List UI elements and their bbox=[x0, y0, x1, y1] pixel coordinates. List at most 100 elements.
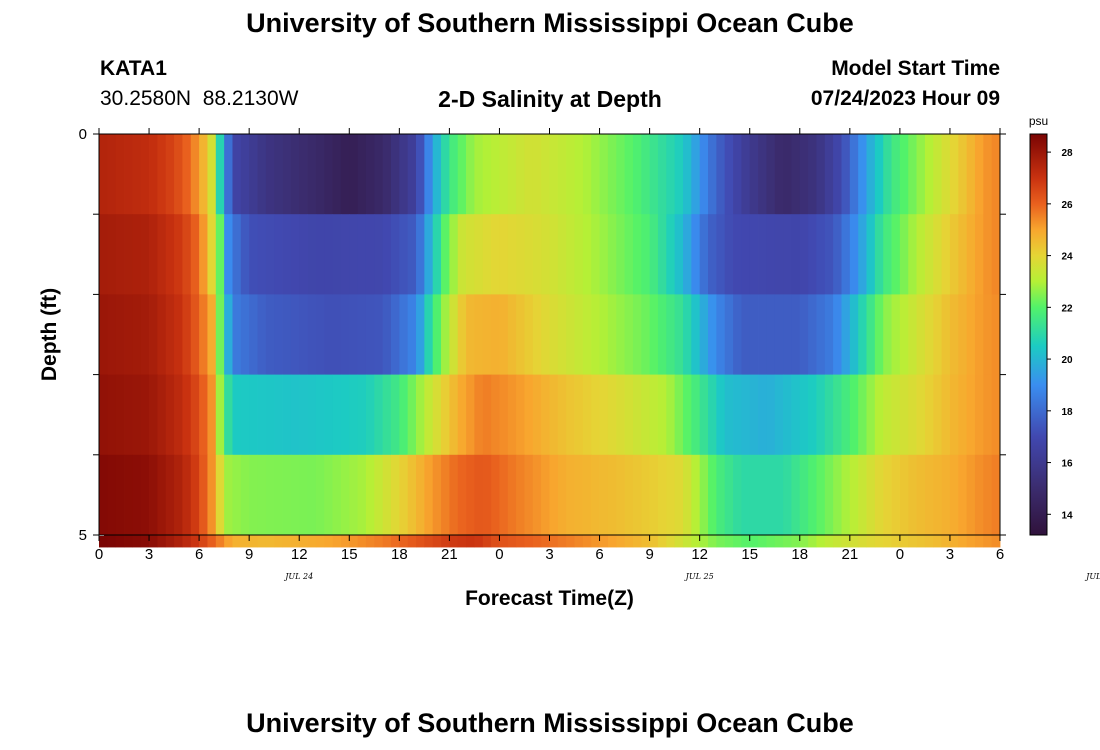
heatmap-cell bbox=[766, 134, 776, 215]
heatmap-cell bbox=[758, 214, 767, 295]
heatmap-cell bbox=[357, 454, 367, 536]
colorbar-scale bbox=[1029, 133, 1048, 536]
heatmap-cell bbox=[165, 374, 175, 456]
heatmap-cell bbox=[849, 454, 859, 536]
heatmap-cell bbox=[474, 454, 484, 536]
heatmap-cell bbox=[190, 134, 200, 215]
heatmap-cell bbox=[591, 454, 600, 536]
heatmap-cell bbox=[340, 214, 350, 295]
heatmap-cell bbox=[157, 535, 167, 548]
heatmap-cell bbox=[841, 535, 851, 548]
heatmap-cell bbox=[265, 134, 275, 215]
heatmap-cell bbox=[357, 294, 367, 375]
x-tick-label: 18 bbox=[791, 546, 808, 563]
heatmap-cell bbox=[858, 454, 867, 536]
heatmap-cell bbox=[149, 535, 158, 548]
heatmap-cell bbox=[157, 214, 167, 295]
colorbar-tick-label: 20 bbox=[1061, 355, 1073, 366]
heatmap-cell bbox=[974, 214, 984, 295]
heatmap-cell bbox=[674, 214, 684, 295]
heatmap-cell bbox=[532, 374, 542, 456]
heatmap-cell bbox=[290, 374, 300, 456]
colorbar: psu 14 16 18 20 22 24 26 28 bbox=[1029, 114, 1073, 536]
heatmap-cell bbox=[682, 535, 692, 548]
heatmap-cell bbox=[716, 294, 726, 375]
heatmap-cell bbox=[390, 535, 400, 548]
heatmap-cell bbox=[299, 454, 308, 536]
heatmap-cell bbox=[866, 214, 876, 295]
heatmap-cell bbox=[758, 134, 767, 215]
heatmap-cell bbox=[115, 454, 125, 536]
heatmap-cell bbox=[766, 454, 776, 536]
heatmap-cell bbox=[674, 134, 684, 215]
heatmap-cell bbox=[958, 214, 968, 295]
heatmap-cell bbox=[574, 134, 584, 215]
heatmap-cell bbox=[733, 374, 742, 456]
heatmap-cell bbox=[432, 214, 442, 295]
heatmap-cell bbox=[741, 374, 751, 456]
model-start-value: 07/24/2023 Hour 09 bbox=[810, 87, 1000, 110]
heatmap-cell bbox=[199, 214, 208, 295]
heatmap-cell bbox=[99, 214, 108, 295]
heatmap-cell bbox=[282, 535, 292, 548]
heatmap-cell bbox=[282, 134, 292, 215]
heatmap-cell bbox=[899, 454, 909, 536]
heatmap-cell bbox=[841, 374, 851, 456]
heatmap-cell bbox=[274, 134, 283, 215]
heatmap-cell bbox=[549, 214, 559, 295]
heatmap-cell bbox=[774, 454, 784, 536]
heatmap-cell bbox=[416, 454, 425, 536]
heatmap-cell bbox=[499, 294, 509, 375]
heatmap-cell bbox=[307, 454, 317, 536]
heatmap-cell bbox=[883, 134, 892, 215]
heatmap-cell bbox=[799, 454, 809, 536]
heatmap-cell bbox=[265, 535, 275, 548]
heatmap-cell bbox=[416, 134, 425, 215]
heatmap-cell bbox=[816, 294, 826, 375]
heatmap-cell bbox=[958, 535, 968, 548]
heatmap-cell bbox=[591, 214, 600, 295]
heatmap-cell bbox=[774, 294, 784, 375]
y-tick-label: 0 bbox=[79, 126, 87, 143]
heatmap-cell bbox=[632, 214, 642, 295]
heatmap-cell bbox=[566, 454, 575, 536]
heatmap-cell bbox=[299, 134, 308, 215]
heatmap-cell bbox=[974, 374, 984, 456]
heatmap-cell bbox=[182, 374, 192, 456]
heatmap-cell bbox=[466, 535, 475, 548]
heatmap-cell bbox=[916, 214, 926, 295]
heatmap-cell bbox=[182, 294, 192, 375]
heatmap-cell bbox=[532, 294, 542, 375]
heatmap-cell bbox=[474, 214, 484, 295]
heatmap-cell bbox=[240, 134, 250, 215]
heatmap-cell bbox=[466, 374, 475, 456]
heatmap-cell bbox=[215, 294, 225, 375]
heatmap-cell bbox=[657, 535, 667, 548]
heatmap-cell bbox=[282, 294, 292, 375]
heatmap-cell bbox=[549, 294, 559, 375]
heatmap-cell bbox=[399, 134, 409, 215]
heatmap-cell bbox=[524, 134, 534, 215]
heatmap-cell bbox=[115, 535, 125, 548]
heatmap-cell bbox=[140, 294, 150, 375]
heatmap-cell bbox=[566, 294, 575, 375]
heatmap-cell bbox=[557, 535, 567, 548]
heatmap-cell bbox=[649, 454, 659, 536]
x-tick-label: 0 bbox=[495, 546, 503, 563]
heatmap-cell bbox=[632, 535, 642, 548]
heatmap-cell bbox=[157, 294, 167, 375]
heatmap-cell bbox=[424, 294, 434, 375]
heatmap-cell bbox=[599, 294, 609, 375]
heatmap-cell bbox=[891, 214, 901, 295]
heatmap-cell bbox=[958, 294, 968, 375]
colorbar-tick-label: 26 bbox=[1061, 200, 1073, 211]
heatmap-cells bbox=[99, 134, 1001, 548]
heatmap-cell bbox=[274, 454, 283, 536]
heatmap-cell bbox=[808, 294, 817, 375]
heatmap-cell bbox=[682, 294, 692, 375]
heatmap-cell bbox=[340, 294, 350, 375]
heatmap-cell bbox=[432, 374, 442, 456]
heatmap-cell bbox=[883, 374, 892, 456]
heatmap-cell bbox=[365, 374, 375, 456]
